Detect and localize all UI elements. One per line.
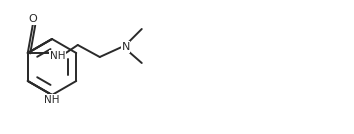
Text: NH: NH bbox=[50, 51, 65, 61]
Text: N: N bbox=[121, 42, 130, 52]
Text: O: O bbox=[28, 14, 37, 24]
Text: NH: NH bbox=[44, 95, 60, 105]
